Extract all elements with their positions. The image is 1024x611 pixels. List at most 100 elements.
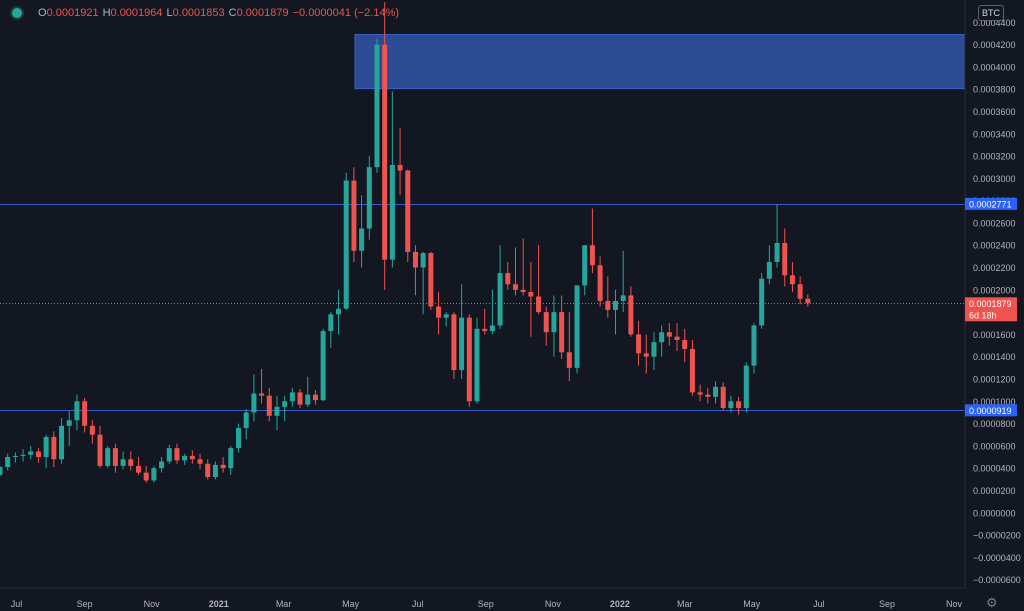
candle[interactable] — [159, 457, 165, 473]
candle[interactable] — [674, 323, 680, 352]
candle[interactable] — [566, 312, 572, 382]
gear-icon[interactable]: ⚙ — [986, 595, 998, 610]
candle[interactable] — [651, 332, 657, 371]
candle[interactable] — [374, 39, 380, 173]
candle[interactable] — [274, 395, 280, 431]
candle[interactable] — [59, 418, 65, 464]
candle[interactable] — [51, 431, 57, 468]
candle[interactable] — [197, 453, 203, 470]
candle[interactable] — [412, 245, 418, 296]
candle[interactable] — [713, 381, 719, 404]
candle[interactable] — [582, 245, 588, 296]
candle[interactable] — [220, 457, 226, 473]
candle[interactable] — [512, 247, 518, 296]
candle[interactable] — [328, 312, 334, 348]
candle[interactable] — [428, 251, 434, 310]
candle[interactable] — [505, 261, 511, 290]
candle[interactable] — [189, 450, 195, 464]
candle[interactable] — [351, 167, 357, 262]
candle[interactable] — [420, 251, 426, 315]
candle[interactable] — [551, 295, 557, 357]
candle[interactable] — [705, 387, 711, 404]
candle[interactable] — [628, 286, 634, 337]
candle[interactable] — [720, 382, 726, 411]
candle[interactable] — [443, 312, 449, 327]
candle[interactable] — [82, 397, 88, 433]
candle[interactable] — [297, 389, 303, 408]
candle[interactable] — [497, 245, 503, 329]
price-axis[interactable]: 0.0004400 0.0004200 0.0004000 0.0003800 0.00… — [973, 18, 1021, 585]
candle[interactable] — [174, 443, 180, 464]
candle[interactable] — [305, 376, 311, 407]
candle[interactable] — [520, 238, 526, 296]
candle[interactable] — [451, 312, 457, 379]
candle[interactable] — [605, 276, 611, 318]
candle[interactable] — [266, 387, 272, 422]
candle[interactable] — [12, 452, 18, 463]
candle[interactable] — [282, 395, 288, 422]
currency-badge[interactable]: BTC — [978, 5, 1004, 21]
candle[interactable] — [359, 195, 365, 268]
candle[interactable] — [543, 306, 549, 346]
candle[interactable] — [612, 289, 618, 335]
candle[interactable] — [589, 208, 595, 274]
candle[interactable] — [405, 169, 411, 262]
candle[interactable] — [289, 387, 295, 407]
candle[interactable] — [66, 411, 72, 446]
candle[interactable] — [797, 276, 803, 305]
candle[interactable] — [597, 256, 603, 307]
candle[interactable] — [689, 339, 695, 396]
candle[interactable] — [466, 314, 472, 407]
candle[interactable] — [251, 374, 257, 422]
candle[interactable] — [243, 409, 249, 440]
candle[interactable] — [766, 245, 772, 285]
candle[interactable] — [574, 285, 580, 374]
candle[interactable] — [697, 384, 703, 402]
candle[interactable] — [489, 289, 495, 335]
candle[interactable] — [620, 250, 626, 313]
resistance-zone[interactable] — [354, 34, 966, 90]
candle[interactable] — [336, 289, 342, 335]
candle[interactable] — [112, 443, 118, 473]
status-dot-icon[interactable] — [12, 8, 22, 18]
candle[interactable] — [536, 245, 542, 315]
candle[interactable] — [774, 203, 780, 268]
candle[interactable] — [212, 461, 218, 480]
candle[interactable] — [382, 2, 388, 290]
candle[interactable] — [166, 444, 172, 464]
candle[interactable] — [736, 396, 742, 415]
candle[interactable] — [789, 261, 795, 293]
candle[interactable] — [728, 395, 734, 413]
candle[interactable] — [743, 362, 749, 413]
candle[interactable] — [474, 317, 480, 404]
candle[interactable] — [97, 425, 103, 469]
candle[interactable] — [143, 465, 149, 483]
candle[interactable] — [636, 321, 642, 366]
candle[interactable] — [205, 459, 211, 480]
candle[interactable] — [397, 128, 403, 196]
candle[interactable] — [666, 323, 672, 346]
candle[interactable] — [559, 295, 565, 359]
candle[interactable] — [182, 453, 188, 465]
candle[interactable] — [389, 91, 395, 268]
candle[interactable] — [682, 328, 688, 363]
candle[interactable] — [259, 368, 265, 404]
candle[interactable] — [343, 172, 349, 310]
candle[interactable] — [805, 294, 811, 307]
candle[interactable] — [151, 465, 157, 483]
candle[interactable] — [89, 420, 95, 444]
candle[interactable] — [782, 228, 788, 287]
candle[interactable] — [436, 292, 442, 335]
candle[interactable] — [236, 423, 242, 453]
candle[interactable] — [528, 261, 534, 337]
candle[interactable] — [28, 445, 34, 460]
candle[interactable] — [482, 308, 488, 335]
candle[interactable] — [320, 328, 326, 402]
candle[interactable] — [643, 334, 649, 374]
candle[interactable] — [20, 449, 26, 462]
candle[interactable] — [105, 445, 111, 469]
candle[interactable] — [366, 156, 372, 240]
candle[interactable] — [312, 390, 318, 405]
candle[interactable] — [74, 394, 80, 431]
